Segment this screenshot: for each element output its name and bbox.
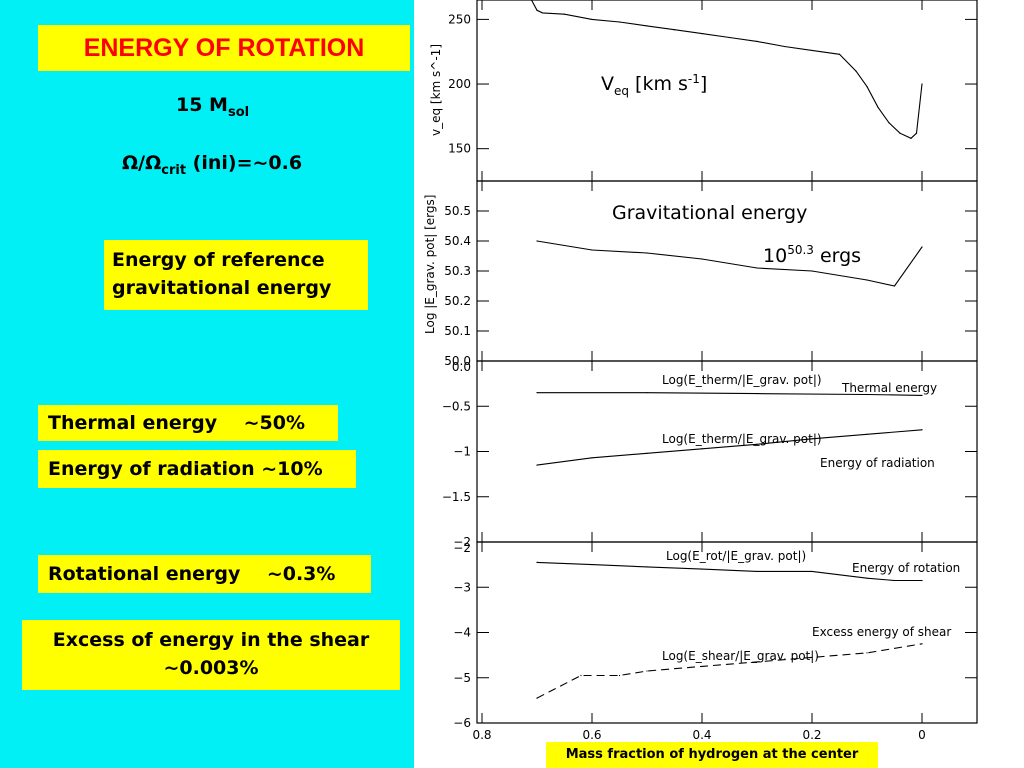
thermal-energy-box: Thermal energy ~50% (38, 405, 338, 441)
reference-line-1: Energy of reference (112, 249, 325, 271)
mass-label-main: 15 M (176, 94, 228, 116)
reference-line-2: gravitational energy (112, 277, 332, 299)
mass-label-sub: sol (227, 104, 250, 120)
rotational-energy-box: Rotational energy ~0.3% (38, 555, 371, 593)
radiation-energy-box: Energy of radiation ~10% (38, 450, 356, 488)
mass-label: 15 Msol (176, 94, 249, 120)
omega-value: (ini)=~0.6 (186, 152, 303, 174)
slide-title: ENERGY OF ROTATION (38, 25, 410, 71)
omega-label: Ω/Ωcrit (ini)=~0.6 (122, 152, 302, 178)
omega-sub: crit (161, 162, 187, 178)
shear-line-2: ~0.003% (163, 657, 259, 679)
omega-symbol: Ω/Ω (122, 152, 162, 174)
x-axis-caption: Mass fraction of hydrogen at the center (546, 742, 878, 768)
reference-energy-box: Energy of reference gravitational energy (104, 240, 368, 310)
chart-area (414, 0, 1024, 768)
shear-energy-box: Excess of energy in the shear ~0.003% (22, 620, 400, 690)
shear-line-1: Excess of energy in the shear (52, 629, 370, 651)
